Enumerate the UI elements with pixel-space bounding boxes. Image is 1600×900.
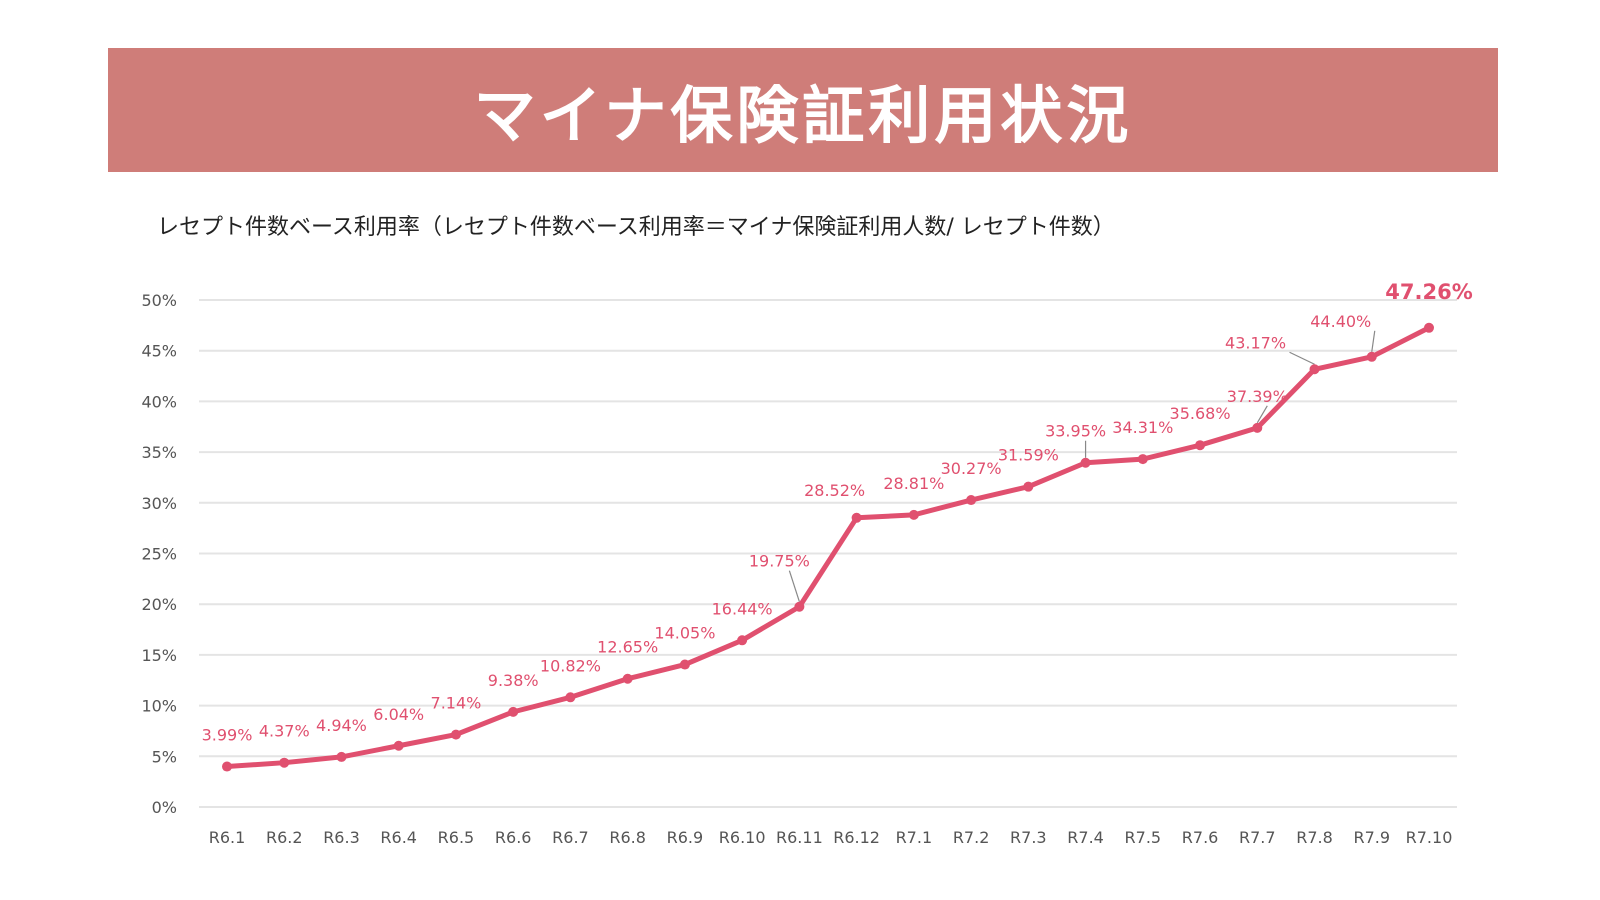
- y-tick-label: 35%: [141, 443, 177, 462]
- x-tick-label: R6.5: [438, 828, 475, 847]
- y-tick-label: 25%: [141, 545, 177, 564]
- data-point: [565, 692, 576, 703]
- data-point: [966, 495, 977, 506]
- data-point: [908, 509, 919, 520]
- data-label: 4.37%: [259, 722, 310, 741]
- label-leader-line: [1256, 405, 1268, 424]
- page-title: マイナ保険証利用状況: [473, 79, 1133, 152]
- data-point: [336, 751, 347, 762]
- data-label: 33.95%: [1045, 422, 1106, 441]
- x-tick-label: R6.2: [266, 828, 303, 847]
- data-label: 16.44%: [712, 599, 773, 618]
- x-tick-label: R6.9: [667, 828, 704, 847]
- grid-lines: [199, 299, 1457, 808]
- y-tick-label: 15%: [141, 646, 177, 665]
- x-tick-label: R7.7: [1239, 828, 1276, 847]
- series-line-path: [224, 325, 1432, 770]
- data-label: 12.65%: [597, 638, 658, 657]
- data-point: [1424, 322, 1434, 333]
- y-tick-label: 50%: [141, 291, 177, 310]
- x-tick-label: R7.4: [1067, 828, 1104, 847]
- x-tick-label: R7.9: [1353, 828, 1390, 847]
- data-label: 28.52%: [804, 481, 865, 500]
- data-point: [450, 729, 461, 740]
- x-tick-label: R7.5: [1125, 828, 1162, 847]
- x-tick-label: R6.10: [719, 828, 766, 847]
- data-point: [279, 757, 290, 768]
- data-point: [794, 601, 805, 612]
- chart-subtitle: レセプト件数ベース利用率（レセプト件数ベース利用率＝マイナ保険証利用人数/ レセ…: [157, 215, 1115, 240]
- data-point: [508, 706, 519, 717]
- label-leader-line: [1371, 330, 1376, 352]
- data-point: [851, 512, 862, 523]
- x-tick-label: R6.3: [323, 828, 360, 847]
- label-leader-line: [788, 570, 800, 602]
- x-tick-label: R7.3: [1010, 828, 1047, 847]
- data-label: 30.27%: [941, 459, 1002, 478]
- data-label: 7.14%: [431, 694, 482, 713]
- data-point: [1195, 440, 1206, 451]
- data-point: [1080, 457, 1091, 468]
- y-tick-label: 5%: [152, 747, 177, 766]
- x-tick-label: R7.8: [1296, 828, 1333, 847]
- y-tick-label: 45%: [141, 342, 177, 361]
- data-label: 19.75%: [749, 552, 810, 571]
- data-label: 9.38%: [488, 671, 539, 690]
- y-tick-label: 0%: [152, 798, 177, 817]
- y-tick-label: 30%: [141, 494, 177, 513]
- data-label: 3.99%: [202, 726, 253, 745]
- data-label: 31.59%: [998, 446, 1059, 465]
- data-point: [1137, 454, 1148, 465]
- label-leader-line: [1289, 351, 1315, 365]
- y-tick-label: 10%: [141, 697, 177, 716]
- x-tick-label: R6.7: [552, 828, 589, 847]
- x-tick-label: R7.2: [953, 828, 990, 847]
- data-label: 47.26%: [1385, 280, 1472, 304]
- data-point: [1023, 481, 1034, 492]
- x-tick-label: R7.6: [1182, 828, 1219, 847]
- y-tick-label: 20%: [141, 595, 177, 614]
- data-points: [222, 322, 1434, 772]
- data-point: [1252, 422, 1263, 433]
- x-tick-label: R7.10: [1406, 828, 1453, 847]
- title-banner: マイナ保険証利用状況: [108, 48, 1498, 172]
- data-labels: 3.99% 4.37% 4.94% 6.04% 7.14% 9.38%10.82%12.6…: [202, 280, 1473, 745]
- data-label: 28.81%: [883, 474, 944, 493]
- data-point: [622, 673, 633, 684]
- x-tick-label: R6.12: [833, 828, 880, 847]
- data-label: 4.94%: [316, 716, 367, 735]
- data-label: 37.39%: [1227, 387, 1288, 406]
- data-label: 10.82%: [540, 656, 601, 675]
- x-tick-label: R6.8: [609, 828, 646, 847]
- data-label: 43.17%: [1225, 333, 1286, 352]
- x-tick-label: R6.11: [776, 828, 823, 847]
- data-point: [1366, 351, 1377, 362]
- x-axis-ticks: R6.1 R6.2 R6.3 R6.4 R6.5 R6.6 R6.7 R6.8 R6.9 R6.1…: [209, 828, 1453, 847]
- data-label: 6.04%: [373, 705, 424, 724]
- x-tick-label: R6.6: [495, 828, 532, 847]
- data-label: 14.05%: [654, 624, 715, 643]
- x-tick-label: R7.1: [896, 828, 933, 847]
- data-point: [393, 740, 404, 751]
- y-tick-label: 40%: [141, 392, 177, 411]
- x-tick-label: R6.1: [209, 828, 246, 847]
- data-label: 34.31%: [1112, 418, 1173, 437]
- data-point: [679, 659, 690, 670]
- data-label: 35.68%: [1170, 404, 1231, 423]
- data-point: [737, 635, 748, 646]
- data-point: [222, 761, 232, 772]
- series-line: [224, 325, 1432, 770]
- data-point: [1309, 364, 1320, 375]
- y-axis-ticks: 0% 5% 10% 15% 20% 25% 30% 35% 40% 45% 50%: [141, 291, 177, 817]
- x-tick-label: R6.4: [380, 828, 417, 847]
- data-label: 44.40%: [1310, 312, 1371, 331]
- label-leaders: [788, 330, 1376, 602]
